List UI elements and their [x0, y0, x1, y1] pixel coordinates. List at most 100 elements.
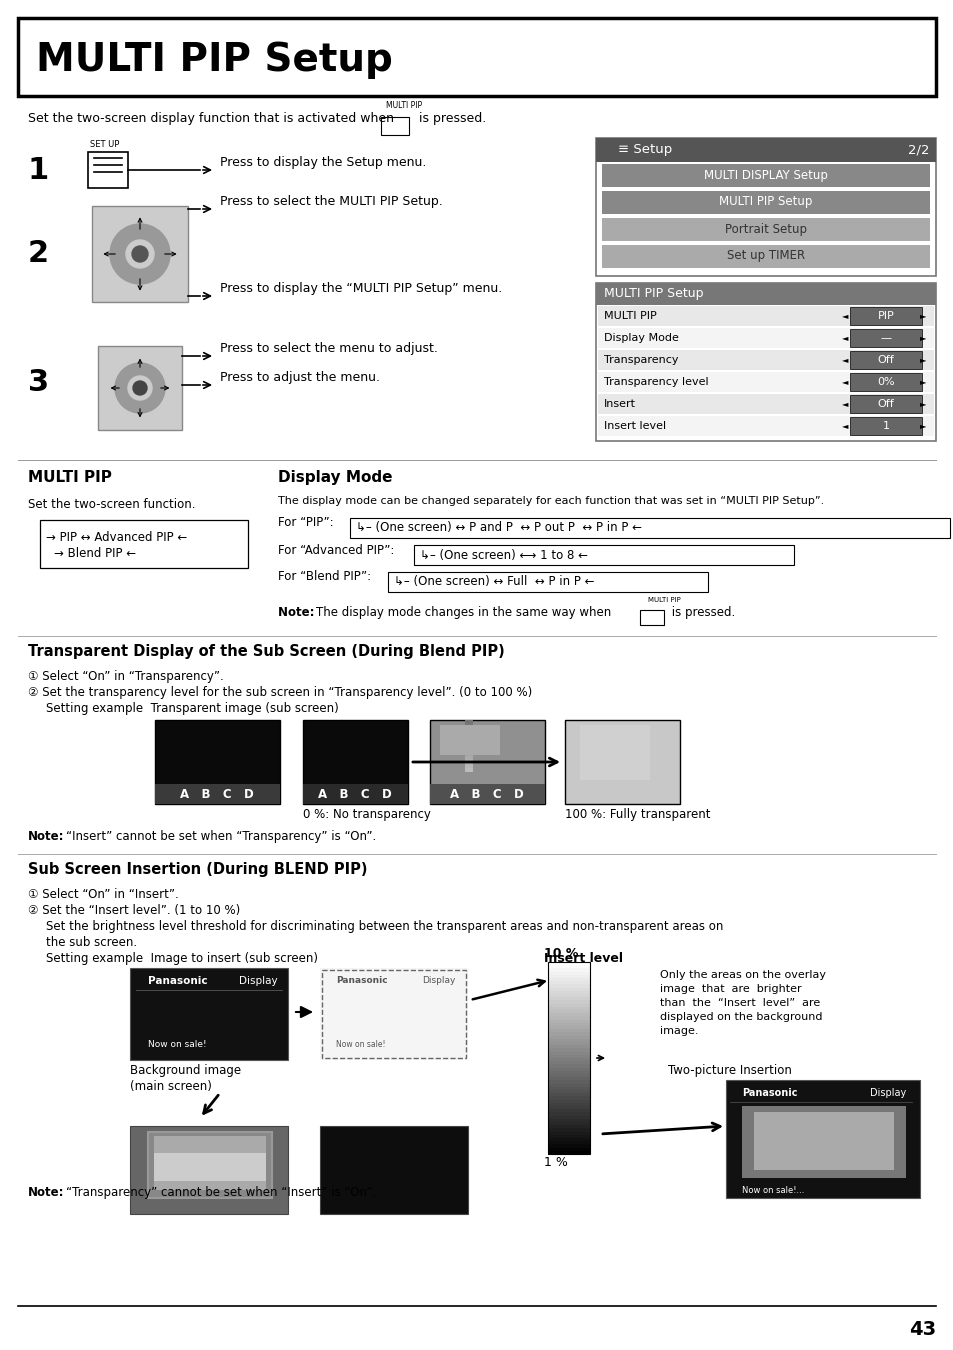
Text: Display: Display — [239, 976, 277, 986]
Bar — [547, 1029, 589, 1033]
Bar — [439, 725, 499, 755]
Bar — [547, 1141, 589, 1145]
Bar — [98, 346, 182, 431]
Text: ►: ► — [919, 421, 925, 431]
Bar — [547, 1014, 589, 1018]
Bar — [547, 1138, 589, 1142]
Bar — [547, 1080, 589, 1084]
Bar — [547, 1084, 589, 1088]
Text: 0%: 0% — [876, 377, 894, 387]
Bar — [547, 1064, 589, 1069]
Bar — [547, 984, 589, 988]
Bar — [322, 971, 465, 1058]
Bar — [547, 1071, 589, 1075]
Bar — [130, 1126, 288, 1214]
Bar — [430, 720, 544, 805]
Bar — [547, 1045, 589, 1049]
Bar — [596, 138, 935, 162]
Bar — [547, 1112, 589, 1116]
Bar — [547, 975, 589, 979]
Text: Insert: Insert — [603, 400, 636, 409]
Text: Now on sale!: Now on sale! — [335, 1040, 385, 1049]
Text: ◄: ◄ — [841, 333, 847, 343]
Text: Panasonic: Panasonic — [741, 1088, 797, 1098]
Text: ① Select “On” in “Insert”.: ① Select “On” in “Insert”. — [28, 888, 178, 900]
Text: Only the areas on the overlay: Only the areas on the overlay — [659, 971, 825, 980]
Text: is pressed.: is pressed. — [415, 112, 486, 126]
Bar — [547, 1125, 589, 1130]
Text: Off: Off — [877, 355, 893, 364]
Bar — [154, 784, 280, 805]
Bar — [464, 732, 473, 736]
Bar — [601, 244, 929, 269]
Bar — [753, 1112, 893, 1170]
Bar — [153, 1153, 266, 1181]
Bar — [547, 1150, 589, 1156]
Circle shape — [115, 363, 165, 413]
Text: → PIP ↔ Advanced PIP ←: → PIP ↔ Advanced PIP ← — [46, 531, 187, 544]
Text: ►: ► — [919, 400, 925, 409]
Bar — [547, 1129, 589, 1133]
Bar — [88, 153, 128, 188]
Text: MULTI PIP Setup: MULTI PIP Setup — [36, 40, 393, 80]
Bar — [547, 1110, 589, 1114]
Text: Insert level: Insert level — [543, 952, 622, 965]
Bar — [596, 138, 935, 275]
Bar — [849, 373, 921, 391]
Bar — [303, 720, 408, 805]
Bar — [547, 1075, 589, 1079]
Bar — [464, 720, 473, 724]
Text: Set the brightness level threshold for discriminating between the transparent ar: Set the brightness level threshold for d… — [46, 919, 722, 933]
Bar — [148, 1133, 272, 1197]
Bar — [547, 1042, 589, 1046]
Text: Transparency level: Transparency level — [603, 377, 708, 387]
Text: Press to display the “MULTI PIP Setup” menu.: Press to display the “MULTI PIP Setup” m… — [220, 282, 501, 296]
Bar — [547, 963, 589, 1154]
Bar — [547, 1033, 589, 1037]
Text: ↳– (One screen) ↔ Full  ↔ P in P ←: ↳– (One screen) ↔ Full ↔ P in P ← — [394, 575, 594, 589]
Circle shape — [128, 377, 152, 400]
Bar — [547, 1145, 589, 1149]
Bar — [547, 965, 589, 969]
Text: ►: ► — [919, 355, 925, 364]
Bar — [547, 991, 589, 995]
Text: Set the two-screen display function that is activated when: Set the two-screen display function that… — [28, 112, 394, 126]
Text: 0 %: No transparency: 0 %: No transparency — [303, 809, 431, 821]
Text: Now on sale!...: Now on sale!... — [741, 1187, 803, 1195]
Text: Press to select the menu to adjust.: Press to select the menu to adjust. — [220, 342, 437, 355]
Bar — [464, 761, 473, 765]
Bar — [579, 725, 649, 780]
Bar — [547, 1049, 589, 1053]
Bar — [547, 998, 589, 1002]
Text: Display: Display — [869, 1088, 905, 1098]
Bar — [547, 1068, 589, 1072]
Text: Press to adjust the menu.: Press to adjust the menu. — [220, 371, 379, 383]
Bar — [464, 747, 473, 751]
Text: 2/2: 2/2 — [907, 143, 929, 157]
Bar — [547, 1094, 589, 1098]
Bar — [849, 396, 921, 413]
Bar — [547, 1135, 589, 1139]
Bar — [464, 753, 473, 757]
Bar — [464, 726, 473, 730]
Text: Sub Screen Insertion (During BLEND PIP): Sub Screen Insertion (During BLEND PIP) — [28, 863, 367, 878]
Bar — [547, 1019, 589, 1023]
Text: —: — — [880, 333, 891, 343]
Text: Set up TIMER: Set up TIMER — [726, 250, 804, 262]
Bar — [601, 163, 929, 188]
Bar — [598, 373, 933, 391]
Bar — [303, 784, 408, 805]
Bar — [547, 1087, 589, 1091]
Bar — [601, 217, 929, 242]
Bar — [598, 394, 933, 414]
Bar — [547, 981, 589, 985]
Text: 43: 43 — [908, 1320, 935, 1339]
Text: ① Select “On” in “Transparency”.: ① Select “On” in “Transparency”. — [28, 670, 224, 683]
Text: MULTI PIP: MULTI PIP — [28, 470, 112, 485]
Bar — [547, 1054, 589, 1058]
Text: Setting example  Image to insert (sub screen): Setting example Image to insert (sub scr… — [46, 952, 317, 965]
Bar — [464, 738, 473, 742]
Text: MULTI DISPLAY Setup: MULTI DISPLAY Setup — [703, 169, 827, 181]
Text: Panasonic: Panasonic — [335, 976, 387, 986]
Bar — [547, 1106, 589, 1110]
